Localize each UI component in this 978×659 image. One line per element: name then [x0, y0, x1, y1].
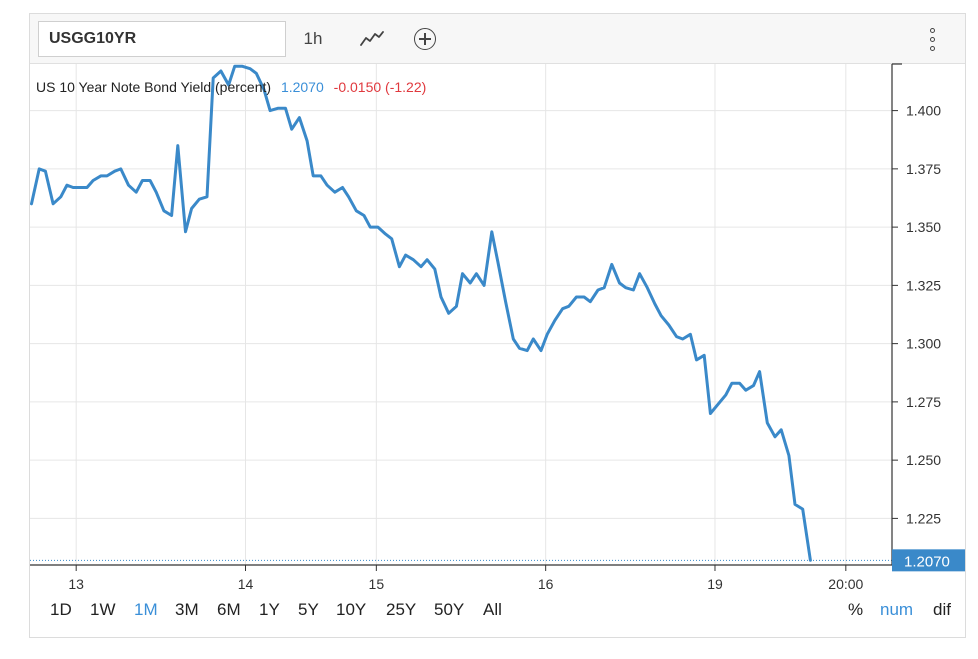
- x-tick-label: 19: [707, 576, 723, 589]
- range-button-3m[interactable]: 3M: [175, 600, 199, 619]
- x-tick-label: 13: [68, 576, 84, 589]
- range-button-1y[interactable]: 1Y: [259, 600, 280, 619]
- add-indicator-button[interactable]: [408, 22, 442, 56]
- legend-change: -0.0150 (-1.22): [334, 79, 427, 95]
- y-tick-label: 1.400: [906, 103, 941, 119]
- last-price-badge: [892, 549, 965, 572]
- chart-grid: [30, 64, 892, 565]
- interval-button[interactable]: 1h: [303, 29, 323, 48]
- legend-series-name: US 10 Year Note Bond Yield (percent): [36, 79, 271, 95]
- vertical-dots-icon: [929, 27, 935, 51]
- y-tick-label: 1.225: [906, 510, 941, 526]
- chart-legend: US 10 Year Note Bond Yield (percent) 1.2…: [36, 79, 426, 95]
- y-tick-label: 1.350: [906, 219, 941, 235]
- chart-widget: 1h 1.2251.2501.2751.3001.3251.3501.3751.…: [29, 13, 966, 638]
- y-tick-label: 1.250: [906, 452, 941, 468]
- range-button-1w[interactable]: 1W: [90, 600, 116, 619]
- x-tick-label: 20:00: [828, 576, 863, 589]
- range-button-6m[interactable]: 6M: [217, 600, 241, 619]
- line-chart-icon: [360, 31, 384, 46]
- circle-plus-icon: [414, 28, 436, 50]
- range-button-all[interactable]: All: [483, 600, 502, 619]
- more-menu-button[interactable]: [920, 22, 944, 56]
- chart-toolbar: 1h: [30, 14, 965, 64]
- y-tick-label: 1.375: [906, 161, 941, 177]
- range-button-10y[interactable]: 10Y: [336, 600, 367, 619]
- line-chart[interactable]: 1.225 1.250 1.275 1.300 1.325 1.350 1.375 1.400…: [30, 14, 965, 589]
- range-button-1d[interactable]: 1D: [50, 600, 72, 619]
- x-tick-label: 15: [369, 576, 385, 589]
- y-tick-label: 1.275: [906, 394, 941, 410]
- mode-button-percent[interactable]: %: [848, 600, 864, 619]
- series-line: [30, 64, 812, 562]
- chart-type-button[interactable]: [356, 22, 388, 56]
- symbol-input[interactable]: [38, 21, 286, 57]
- mode-button-dif[interactable]: dif: [933, 600, 951, 619]
- range-button-25y[interactable]: 25Y: [386, 600, 417, 619]
- x-tick-label: 14: [238, 576, 254, 589]
- range-button-50y[interactable]: 50Y: [434, 600, 465, 619]
- legend-last-value: 1.2070: [281, 79, 324, 95]
- last-price-label: 1.2070: [904, 553, 950, 570]
- chart-series: [30, 64, 892, 562]
- mode-button-num[interactable]: num: [880, 600, 914, 619]
- chart-axes: 1.225 1.250 1.275 1.300 1.325 1.350 1.375 1.400…: [30, 63, 965, 589]
- x-tick-label: 16: [538, 576, 554, 589]
- range-selector: 1D 1W 1M 3M 6M 1Y 5Y 10Y 25Y 50Y All% num dif: [30, 600, 965, 626]
- range-button-1m[interactable]: 1M: [134, 600, 158, 619]
- range-button-5y[interactable]: 5Y: [298, 600, 319, 619]
- y-tick-label: 1.300: [906, 336, 941, 352]
- y-tick-label: 1.325: [906, 277, 941, 293]
